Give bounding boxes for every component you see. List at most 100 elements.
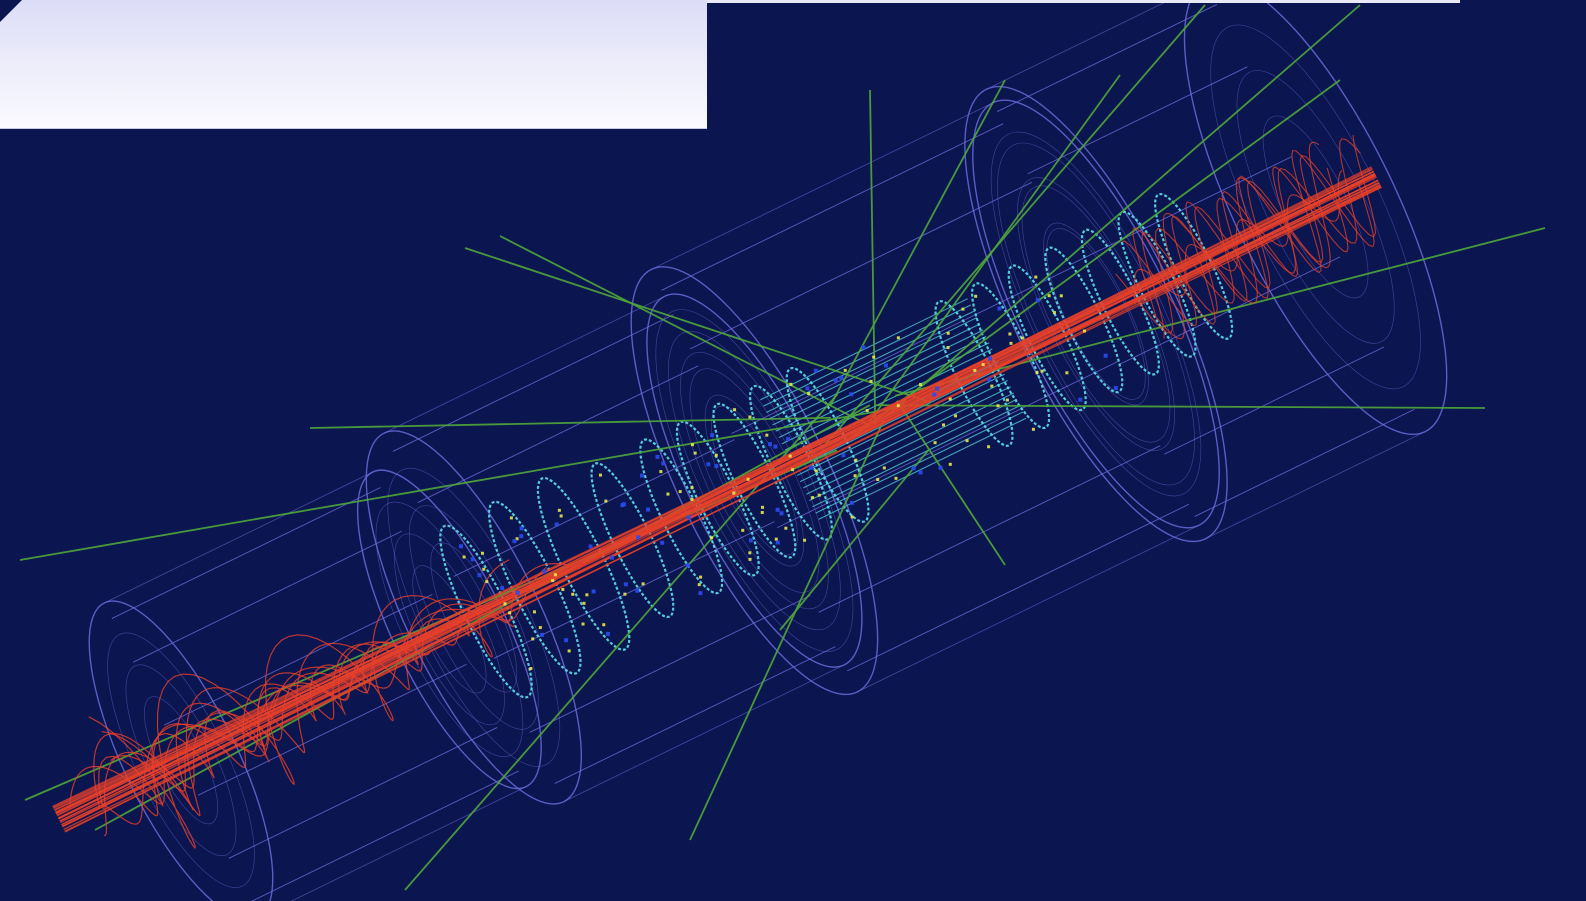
- hit-yellow: [557, 508, 561, 512]
- cylinder-stave: [986, 0, 1171, 90]
- barrel-layer: [772, 323, 981, 426]
- hit-blue: [997, 306, 1002, 311]
- hit-blue: [1035, 298, 1040, 303]
- looping-track: [93, 641, 392, 811]
- hit-blue: [805, 386, 810, 391]
- hit-blue: [515, 590, 520, 595]
- hit-yellow: [531, 637, 535, 641]
- hit-yellow: [961, 307, 965, 311]
- hit-yellow: [641, 582, 645, 586]
- hit-yellow: [1059, 294, 1063, 298]
- barrel-layer: [799, 379, 1008, 483]
- hit-yellow: [1009, 341, 1013, 345]
- hit-yellow: [585, 593, 589, 597]
- hit-yellow: [896, 404, 900, 408]
- hit-blue: [813, 368, 818, 373]
- hit-blue: [706, 462, 711, 467]
- hit-yellow: [1082, 329, 1086, 333]
- hit-blue: [636, 535, 641, 540]
- info-panel: [0, 0, 707, 129]
- hit-yellow: [508, 611, 512, 615]
- hit-yellow: [1035, 371, 1039, 375]
- hit-blue: [512, 539, 517, 544]
- cylinder-stave: [1164, 346, 1385, 455]
- looping-track: [1115, 138, 1361, 334]
- hit-yellow: [559, 514, 563, 518]
- hit-yellow: [774, 537, 778, 541]
- cylinder-stave: [857, 524, 1200, 693]
- hit-yellow: [602, 623, 606, 627]
- cylinder-stave: [111, 487, 381, 619]
- hit-blue: [773, 444, 778, 449]
- looping-track: [135, 562, 581, 817]
- hit-blue: [932, 392, 937, 397]
- cylinder-stave: [529, 595, 811, 733]
- cylinder-stave: [563, 664, 845, 803]
- barrel-layer: [812, 405, 1021, 508]
- neutral-track-13: [309, 416, 831, 429]
- hit-blue: [775, 507, 780, 512]
- hit-blue: [646, 507, 651, 512]
- neutral-track-9: [896, 400, 1006, 566]
- hit-blue: [605, 631, 610, 636]
- hit-yellow: [765, 433, 769, 437]
- cylinder-stave: [197, 663, 467, 796]
- barrel-layer: [781, 342, 990, 445]
- cylinder-stave: [554, 646, 836, 784]
- neutral-track-10: [689, 419, 885, 841]
- hit-blue: [655, 454, 660, 459]
- hit-yellow: [480, 551, 484, 555]
- hit-yellow: [1052, 311, 1056, 315]
- hit-yellow: [933, 441, 937, 445]
- hit-yellow: [894, 476, 898, 480]
- looping-track: [98, 618, 470, 810]
- hit-yellow: [710, 536, 714, 540]
- hit-yellow: [948, 462, 952, 466]
- looping-track: [1133, 170, 1343, 304]
- barrel-layer: [796, 373, 1005, 476]
- hit-blue: [849, 500, 854, 505]
- hit-yellow: [561, 587, 565, 591]
- detector-hits: [459, 275, 1118, 671]
- cylinder-stave: [818, 445, 1161, 613]
- hit-yellow: [666, 492, 670, 496]
- hit-yellow: [699, 575, 703, 579]
- hit-blue: [935, 386, 940, 391]
- cylinder-stave: [290, 786, 527, 901]
- hit-blue: [911, 466, 916, 471]
- hit-yellow: [581, 622, 585, 626]
- hit-yellow: [761, 505, 765, 509]
- detector-wireframe: [88, 0, 1448, 901]
- hit-blue: [987, 377, 992, 382]
- toolbar-strip: [140, 0, 1460, 3]
- corner-decoration: [0, 0, 22, 22]
- hit-yellow: [1047, 294, 1051, 298]
- hit-blue: [660, 540, 665, 545]
- hit-blue: [861, 345, 866, 350]
- hit-yellow: [1040, 369, 1044, 373]
- cylinder-cap: [1183, 0, 1448, 436]
- hit-yellow: [1031, 427, 1035, 431]
- hit-yellow: [748, 557, 752, 561]
- hit-yellow: [623, 592, 627, 596]
- hit-yellow: [1020, 336, 1024, 340]
- hit-blue: [519, 526, 524, 531]
- hit-yellow: [690, 486, 694, 490]
- looping-track: [97, 566, 547, 825]
- hit-blue: [540, 632, 545, 637]
- cylinder-stave: [1027, 66, 1248, 175]
- hit-yellow: [485, 580, 489, 584]
- hit-blue: [1078, 397, 1083, 402]
- hit-yellow: [598, 473, 602, 477]
- hit-yellow: [746, 477, 750, 481]
- hit-yellow: [941, 423, 945, 427]
- cylinder-stave: [689, 181, 1032, 350]
- neutral-track-4: [825, 4, 1206, 445]
- hit-yellow: [733, 408, 737, 412]
- hit-yellow: [532, 610, 536, 614]
- hit-yellow: [582, 601, 586, 605]
- hit-blue: [661, 461, 666, 466]
- hit-yellow: [990, 384, 994, 388]
